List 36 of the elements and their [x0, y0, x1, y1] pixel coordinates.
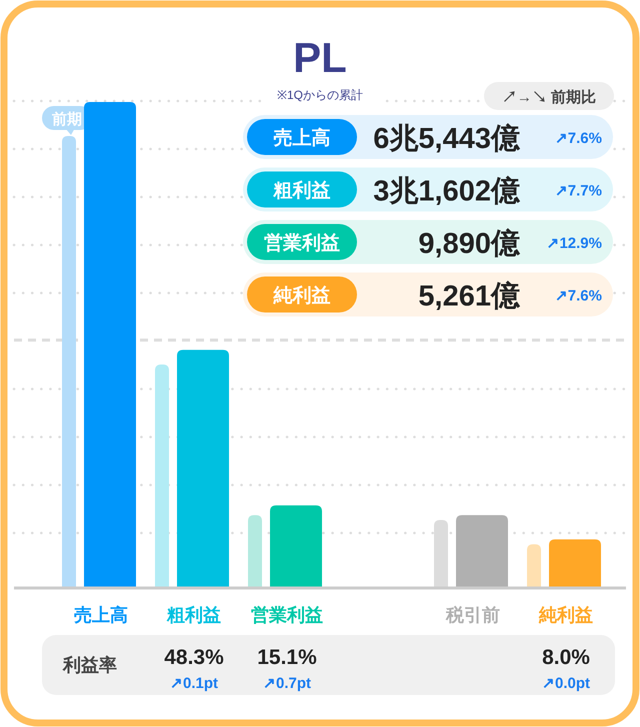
- bar: [84, 102, 136, 588]
- series-label: 前期: [51, 111, 82, 128]
- x-tick-label: 粗利益: [166, 605, 221, 625]
- bar: [549, 539, 601, 588]
- annotation: ↗7.6%: [554, 288, 602, 304]
- bar: [155, 364, 169, 588]
- annotation: 営業利益: [264, 232, 340, 254]
- text: 利益率: [62, 655, 117, 675]
- text: ↗0.7pt: [262, 675, 312, 692]
- bar: [248, 515, 262, 588]
- bar: [177, 350, 229, 588]
- text: ↗0.0pt: [542, 675, 590, 692]
- annotation: 粗利益: [272, 180, 330, 202]
- text: 15.1%: [257, 646, 318, 669]
- annotation: ↗12.9%: [546, 235, 602, 252]
- annotation: ↗7.7%: [554, 182, 602, 200]
- annotation: 純利益: [272, 284, 330, 306]
- bar: [456, 515, 508, 588]
- x-tick-label: 純利益: [538, 605, 593, 625]
- annotation: 9,890億: [418, 228, 521, 260]
- annotation: ↗7.6%: [554, 130, 602, 147]
- chart-subtitle: ※1Qからの累計: [276, 88, 364, 102]
- annotation: 6兆5,443億: [373, 123, 521, 155]
- x-tick-label: 営業利益: [251, 605, 323, 625]
- text: 48.3%: [164, 646, 224, 669]
- annotation: 3兆1,602億: [373, 176, 521, 208]
- x-tick-label: 税引前: [445, 605, 500, 625]
- text: ↗0.1pt: [170, 675, 218, 692]
- annotation: ↗→↘ 前期比: [502, 89, 596, 106]
- annotation: 5,261億: [418, 280, 521, 312]
- x-tick-label: 売上高: [74, 605, 128, 625]
- bar: [270, 505, 322, 588]
- bar: [527, 544, 541, 588]
- chart-title: PL: [293, 34, 347, 81]
- annotation: 売上高: [274, 127, 330, 149]
- text: 8.0%: [542, 646, 590, 669]
